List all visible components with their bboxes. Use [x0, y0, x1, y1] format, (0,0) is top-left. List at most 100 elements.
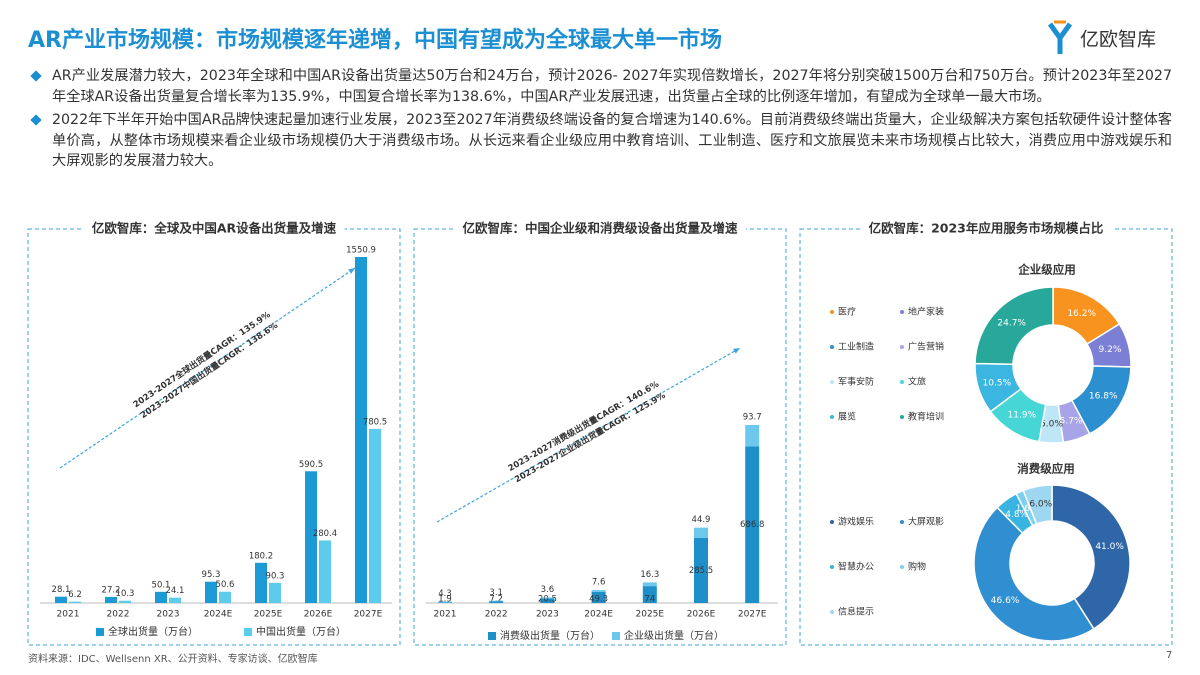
chart-title: 亿欧智库：中国企业级和消费级设备出货量及增速 [462, 221, 738, 236]
bar-segment [489, 600, 504, 602]
logo-text: 亿欧智库 [1080, 29, 1156, 51]
annotation: 2023-2027中国出货量CAGR：138.6% [138, 320, 280, 421]
bar [55, 596, 67, 603]
bar-segment [489, 601, 504, 603]
data-label: 780.5 [363, 417, 387, 427]
slice-label: 1.6% [1016, 504, 1039, 514]
x-tick-label: 2025E [254, 610, 283, 620]
data-label: 7.2 [489, 595, 503, 605]
legend-dot [900, 310, 904, 314]
data-label: 7.6 [592, 578, 606, 588]
page-number: 7 [1166, 650, 1173, 661]
bullets: AR产业发展潜力较大，2023年全球和中国AR设备出货量达50万台和24万台，预… [30, 66, 1172, 175]
legend-label: 智慧办公 [838, 561, 874, 573]
x-tick-label: 2024E [204, 610, 233, 620]
data-label: 6.2 [68, 590, 82, 600]
x-tick-label: 2026E [304, 610, 333, 620]
data-label: 49.3 [589, 595, 608, 605]
data-label: 95.3 [202, 570, 221, 580]
bar [205, 581, 217, 603]
annotation: 2023-2027全球出货量CAGR：135.9% [131, 309, 273, 410]
data-label: 686.8 [740, 520, 764, 530]
source: 资料来源：IDC、Wellsenn XR、公开资料、专家访谈、亿欧智库 [28, 654, 318, 665]
legend-dot [900, 345, 904, 349]
legend-label: 教育培训 [908, 411, 944, 423]
legend-label: 军事安防 [838, 376, 874, 388]
legend-dot [900, 520, 904, 524]
legend-label: 全球出货量（万台） [108, 625, 198, 638]
bar [255, 562, 267, 603]
bar [105, 596, 117, 603]
legend-dot [830, 415, 834, 419]
legend-dot [900, 380, 904, 384]
slice-label: 46.6% [991, 596, 1020, 606]
bar-segment [745, 425, 760, 447]
legend-dot [830, 610, 834, 614]
data-label: 28.1 [52, 585, 71, 595]
bar-segment [591, 591, 606, 603]
bar [219, 591, 231, 603]
legend-label: 信息提示 [838, 606, 874, 618]
x-tick-label: 2023 [536, 610, 559, 620]
legend-dot [900, 565, 904, 569]
logo: 亿欧智库 [1047, 20, 1156, 54]
trend-arrow [436, 347, 741, 523]
legend-dot [900, 415, 904, 419]
slice-label: 4.8% [1005, 510, 1028, 520]
legend-dot [830, 310, 834, 314]
data-label: 44.9 [692, 515, 711, 525]
slice-label: 11.9% [1008, 411, 1037, 421]
bar [355, 257, 367, 603]
x-tick-label: 2025E [636, 610, 665, 620]
pie-subtitle: 企业级应用 [1017, 263, 1076, 277]
bar [319, 540, 331, 603]
donut-slice [974, 286, 1054, 366]
legend-label: 地产家装 [908, 306, 944, 318]
legend-label: 游戏娱乐 [838, 516, 874, 528]
data-label: 93.7 [743, 413, 762, 423]
legend-label: 购物 [908, 561, 926, 573]
legend-swatch [612, 632, 620, 640]
data-label: 74 [644, 595, 655, 605]
donut-slice [1022, 484, 1053, 525]
bar [69, 601, 81, 603]
bar [155, 591, 167, 603]
logo-icon [1047, 22, 1073, 54]
bar-segment [642, 586, 657, 603]
bar-segment [694, 527, 708, 538]
legend-label: 中国出货量（万台） [256, 625, 346, 638]
x-tick-label: 2022 [107, 610, 130, 620]
slice-label: 24.7% [997, 318, 1026, 328]
annotation: 2023-2027企业级出货量CAGR：125.9% [513, 390, 668, 485]
legend-label: 大屏观影 [908, 516, 944, 528]
slice-label: 6.0% [1029, 500, 1052, 510]
legend-dot [830, 565, 834, 569]
bar [119, 600, 131, 603]
bar-segment [438, 601, 452, 603]
legend-swatch [244, 628, 252, 636]
x-tick-label: 2022 [485, 610, 508, 620]
slice-label: 5.0% [1040, 419, 1063, 429]
bar [305, 471, 317, 603]
bar-segment [694, 537, 708, 603]
slice-label: 41.0% [1095, 542, 1124, 552]
donut-slice [1051, 484, 1131, 630]
bullet: 2022年下半年开始中国AR品牌快速起量加速行业发展，2023至2027年消费级… [30, 110, 1172, 172]
legend-label: 消费级出货量（万台） [500, 629, 600, 642]
x-tick-label: 2023 [157, 610, 180, 620]
data-label: 285.5 [689, 566, 713, 576]
data-label: 20.5 [538, 595, 557, 605]
legend-dot [830, 520, 834, 524]
legend-label: 文旅 [908, 376, 926, 388]
title-bg [83, 218, 345, 238]
arrow-head [348, 268, 355, 274]
trend-arrow [59, 267, 356, 469]
bar-segment [642, 582, 657, 587]
bar-segment [540, 597, 555, 599]
slice-label: 16.8% [1089, 391, 1118, 401]
slice-label: 16.2% [1067, 309, 1096, 319]
data-label: 4.3 [438, 589, 452, 599]
legend-label: 广告营销 [908, 341, 944, 353]
